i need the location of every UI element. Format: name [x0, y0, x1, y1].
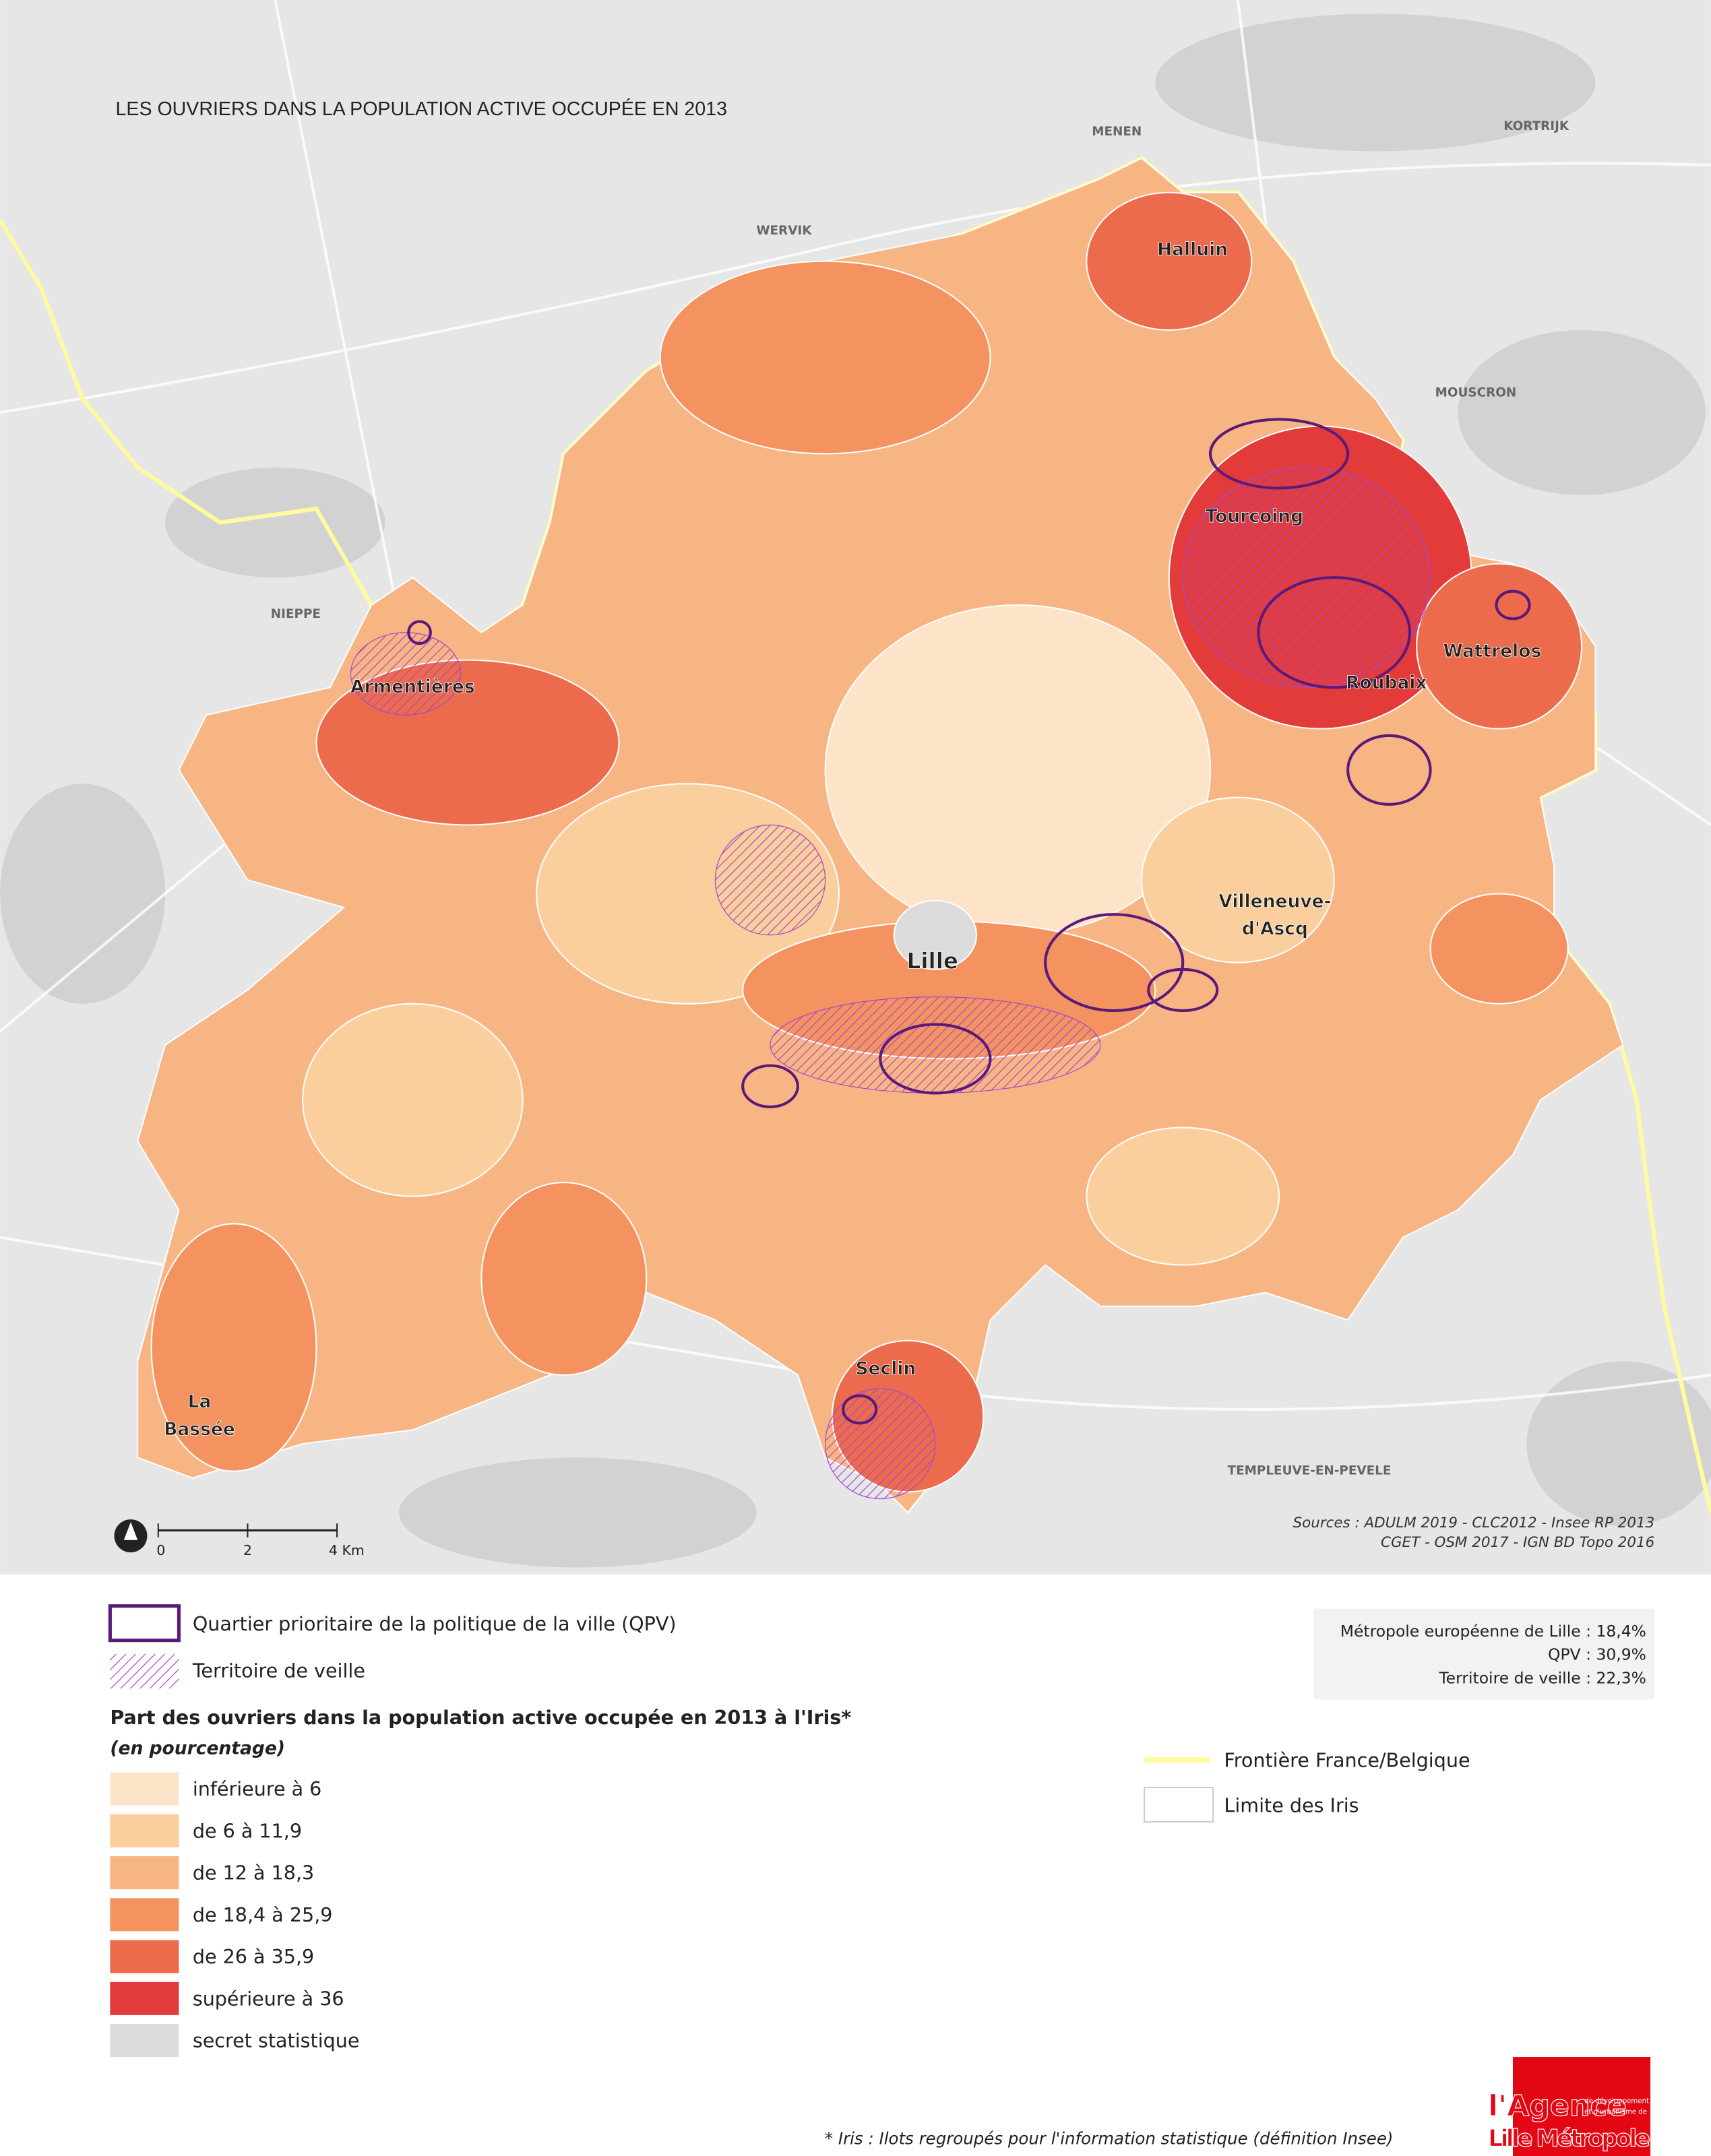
legend-swatch — [110, 2024, 179, 2058]
legend-swatch — [110, 1940, 179, 1973]
legend-swatch — [110, 1772, 179, 1806]
sources: CGET - OSM 2017 - IGN BD Topo 2016 — [1381, 1534, 1654, 1551]
legend-swatch — [110, 1898, 179, 1932]
legend-border: Frontière France/Belgique — [1224, 1748, 1470, 1771]
legend-class-label: supérieure à 36 — [193, 1987, 344, 2010]
legend-class-label: de 6 à 11,9 — [193, 1819, 302, 1842]
city-label: Armentières — [350, 676, 475, 697]
sources: Sources : ADULM 2019 - CLC2012 - Insee R… — [1293, 1515, 1655, 1531]
legend-veille: Territoire de veille — [192, 1659, 365, 1682]
stat-line: Métropole européenne de Lille : 18,4% — [1340, 1622, 1646, 1641]
place-label: NIEPPE — [271, 607, 321, 621]
legend-swatch — [110, 1814, 179, 1847]
city-label: d'Ascq — [1242, 918, 1308, 939]
labels: LES OUVRIERS DANS LA POPULATION ACTIVE O… — [116, 98, 1655, 1558]
logo-block — [1513, 2057, 1651, 2156]
legend-iris: Limite des Iris — [1224, 1794, 1359, 1817]
legend-class-label: de 18,4 à 25,9 — [193, 1903, 333, 1926]
qpv-swatch — [108, 1604, 181, 1643]
city-label: La — [188, 1391, 212, 1412]
city-label: Seclin — [855, 1358, 916, 1379]
veille-swatch — [110, 1654, 179, 1689]
legend-swatch — [110, 1981, 179, 2015]
iris-zones — [150, 191, 1583, 1493]
city-label: Roubaix — [1346, 672, 1427, 693]
logo-sub: de développement — [1584, 2097, 1649, 2105]
iris-swatch — [1144, 1787, 1214, 1823]
city-label: Bassée — [164, 1419, 235, 1440]
city-label: Halluin — [1157, 239, 1228, 260]
logo-agence: l'Agence — [1488, 2089, 1627, 2123]
place-label: KORTRIJK — [1503, 119, 1569, 133]
map-title: LES OUVRIERS DANS LA POPULATION ACTIVE O… — [116, 98, 727, 120]
place-label: MOUSCRON — [1435, 386, 1517, 400]
footnote: * Iris : Ilots regroupés pour l'informat… — [825, 2129, 1394, 2149]
city-label: Wattrelos — [1443, 641, 1542, 662]
legend-class-label: de 26 à 35,9 — [193, 1945, 314, 1968]
urban-areas — [0, 13, 1711, 1568]
legend-class-label: inférieure à 6 — [193, 1777, 322, 1800]
legend-subheading: (en pourcentage) — [110, 1738, 285, 1758]
scale-label: 0 — [156, 1542, 165, 1558]
logo-lille: Lille Métropole — [1488, 2126, 1650, 2153]
legend-swatch — [110, 1856, 179, 1890]
stat-line: QPV : 30,9% — [1548, 1645, 1646, 1664]
legend-class-label: secret statistique — [193, 2029, 360, 2052]
place-label: MENEN — [1092, 125, 1142, 139]
legend-qpv: Quartier prioritaire de la politique de … — [193, 1612, 677, 1635]
legend-class-label: de 12 à 18,3 — [193, 1862, 314, 1884]
city-label: Lille — [907, 949, 959, 974]
qpv-outlines — [407, 418, 1531, 1425]
place-label: TEMPLEUVE-EN-PEVELE — [1228, 1464, 1392, 1478]
stat-line: Territoire de veille : 22,3% — [1438, 1668, 1646, 1687]
city-label: Tourcoing — [1206, 506, 1304, 527]
logo-sub: et d'urbanisme de — [1584, 2109, 1647, 2116]
city-label: Villeneuve- — [1218, 891, 1331, 912]
stats-box — [1313, 1608, 1655, 1700]
scale-label: 4 Km — [329, 1542, 365, 1558]
legend-heading: Part des ouvriers dans la population act… — [110, 1706, 851, 1729]
north-arrow — [114, 1519, 338, 1553]
scale-label: 2 — [243, 1542, 252, 1558]
place-label: WERVIK — [756, 224, 812, 238]
territoire-de-veille — [350, 467, 1431, 1500]
